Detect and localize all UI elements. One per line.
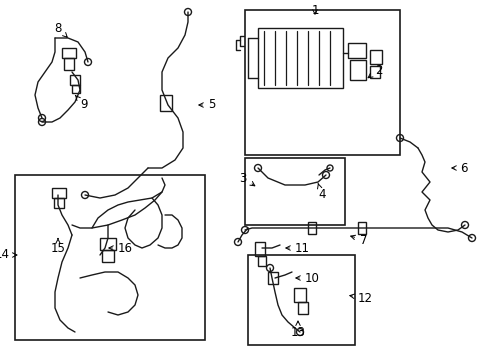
Text: 15: 15 (50, 239, 65, 255)
Bar (100, 238, 116, 250)
Text: 11: 11 (285, 242, 309, 255)
Bar (369, 50, 381, 64)
Bar (293, 288, 305, 302)
Text: 16: 16 (109, 242, 133, 255)
Bar (254, 242, 264, 256)
Bar (160, 95, 172, 111)
Bar (247, 255, 354, 345)
Bar (244, 158, 345, 225)
Bar (307, 222, 315, 234)
Text: 2: 2 (367, 63, 382, 78)
Bar (15, 175, 204, 340)
Text: 6: 6 (451, 162, 467, 175)
Bar (349, 60, 365, 80)
Text: 14: 14 (0, 248, 17, 261)
Text: 9: 9 (75, 95, 87, 112)
Bar (369, 66, 379, 78)
Text: 4: 4 (317, 183, 325, 202)
Bar (244, 10, 399, 155)
Bar (54, 198, 64, 208)
Bar (70, 75, 80, 85)
Text: 12: 12 (349, 292, 372, 305)
Bar (347, 43, 365, 58)
Text: 5: 5 (199, 99, 215, 112)
Bar (258, 256, 265, 266)
Text: 3: 3 (239, 171, 254, 186)
Bar (72, 85, 80, 93)
Bar (64, 58, 74, 70)
Text: 13: 13 (290, 321, 305, 338)
Bar (267, 272, 278, 284)
Text: 10: 10 (295, 271, 319, 284)
Bar (52, 188, 66, 198)
Bar (297, 302, 307, 314)
Bar (102, 250, 114, 262)
Text: 8: 8 (54, 22, 67, 37)
Bar (357, 222, 365, 234)
Text: 1: 1 (311, 4, 318, 17)
Bar (258, 28, 342, 88)
Bar (62, 48, 76, 58)
Text: 7: 7 (350, 234, 367, 247)
